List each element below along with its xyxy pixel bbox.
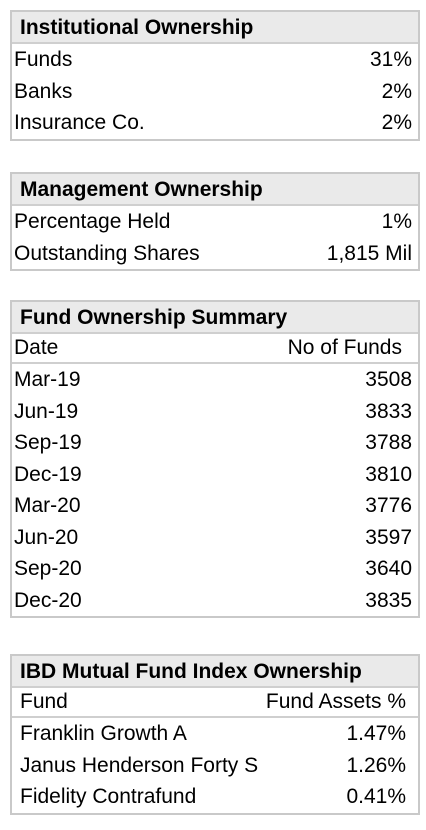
- row-label: Percentage Held: [14, 210, 171, 233]
- management-ownership-title: Management Ownership: [12, 174, 418, 206]
- row-value: 31%: [369, 48, 412, 71]
- table-row: Sep-19 3788: [12, 427, 418, 459]
- institutional-ownership-title: Institutional Ownership: [12, 12, 418, 44]
- date-cell: Dec-19: [14, 462, 82, 486]
- ibd-index-rows: Franklin Growth A 1.47% Janus Henderson Fo…: [12, 718, 418, 813]
- row-value: 2%: [381, 79, 412, 103]
- ibd-mutual-fund-index-title: IBD Mutual Fund Index Ownership: [12, 656, 418, 688]
- institutional-row-funds: Funds 31%: [12, 44, 418, 76]
- fund-ownership-summary-title: Fund Ownership Summary: [12, 302, 418, 334]
- table-row: Janus Henderson Forty S 1.26%: [12, 750, 418, 782]
- date-cell: Jun-20: [14, 525, 79, 549]
- institutional-ownership-panel: Institutional Ownership Funds 31% Banks …: [10, 10, 420, 141]
- fund-summary-rows: Mar-19 3508 Jun-19 3833 Sep-19 3788 Dec-19 3810…: [12, 364, 418, 616]
- ibd-index-header-row: Fund Fund Assets %: [12, 688, 418, 718]
- table-row: Dec-19 3810: [12, 459, 418, 491]
- table-row: Jun-19 3833: [12, 396, 418, 428]
- fund-name-cell: Janus Henderson Forty S: [20, 753, 259, 777]
- date-column-header: Date: [14, 336, 59, 359]
- institutional-row-insurance: Insurance Co. 2%: [12, 107, 418, 139]
- row-value: 2%: [381, 111, 412, 134]
- row-label: Banks: [14, 79, 73, 103]
- fund-assets-cell: 0.41%: [346, 785, 406, 808]
- table-row: Franklin Growth A 1.47%: [12, 718, 418, 750]
- date-cell: Mar-19: [14, 368, 81, 391]
- fund-count-cell: 3776: [365, 494, 412, 517]
- date-cell: Mar-20: [14, 494, 81, 517]
- ibd-mutual-fund-index-panel: IBD Mutual Fund Index Ownership Fund Fun…: [10, 654, 420, 815]
- table-row: Jun-20 3597: [12, 522, 418, 554]
- fund-count-cell: 3810: [365, 462, 412, 486]
- fund-assets-column-header: Fund Assets %: [265, 690, 406, 713]
- row-label: Insurance Co.: [14, 111, 145, 134]
- row-label: Funds: [14, 48, 73, 71]
- table-row: Sep-20 3640: [12, 553, 418, 585]
- fund-count-cell: 3597: [365, 525, 412, 549]
- management-row-outstanding-shares: Outstanding Shares 1,815 Mil: [12, 238, 418, 270]
- fund-count-cell: 3508: [365, 368, 412, 391]
- fund-count-cell: 3640: [365, 557, 412, 580]
- fund-count-cell: 3833: [365, 399, 412, 423]
- table-row: Dec-20 3835: [12, 585, 418, 617]
- fund-name-cell: Fidelity Contrafund: [20, 785, 197, 808]
- fund-assets-cell: 1.47%: [346, 722, 406, 745]
- management-row-percentage-held: Percentage Held 1%: [12, 206, 418, 238]
- date-cell: Sep-19: [14, 431, 82, 454]
- fund-column-header: Fund: [20, 690, 68, 713]
- fund-assets-cell: 1.26%: [346, 753, 406, 777]
- fund-count-cell: 3835: [365, 588, 412, 612]
- row-label: Outstanding Shares: [14, 241, 200, 265]
- fund-name-cell: Franklin Growth A: [20, 722, 187, 745]
- no-of-funds-column-header: No of Funds: [287, 336, 402, 359]
- table-row: Fidelity Contrafund 0.41%: [12, 781, 418, 813]
- institutional-row-banks: Banks 2%: [12, 76, 418, 108]
- fund-ownership-summary-panel: Fund Ownership Summary Date No of Funds …: [10, 300, 420, 618]
- date-cell: Sep-20: [14, 557, 82, 580]
- fund-summary-header-row: Date No of Funds: [12, 334, 418, 364]
- row-value: 1%: [381, 210, 412, 233]
- table-row: Mar-19 3508: [12, 364, 418, 396]
- table-row: Mar-20 3776: [12, 490, 418, 522]
- date-cell: Dec-20: [14, 588, 82, 612]
- row-value: 1,815 Mil: [326, 241, 412, 265]
- fund-count-cell: 3788: [365, 431, 412, 454]
- management-ownership-panel: Management Ownership Percentage Held 1% …: [10, 172, 420, 271]
- date-cell: Jun-19: [14, 399, 79, 423]
